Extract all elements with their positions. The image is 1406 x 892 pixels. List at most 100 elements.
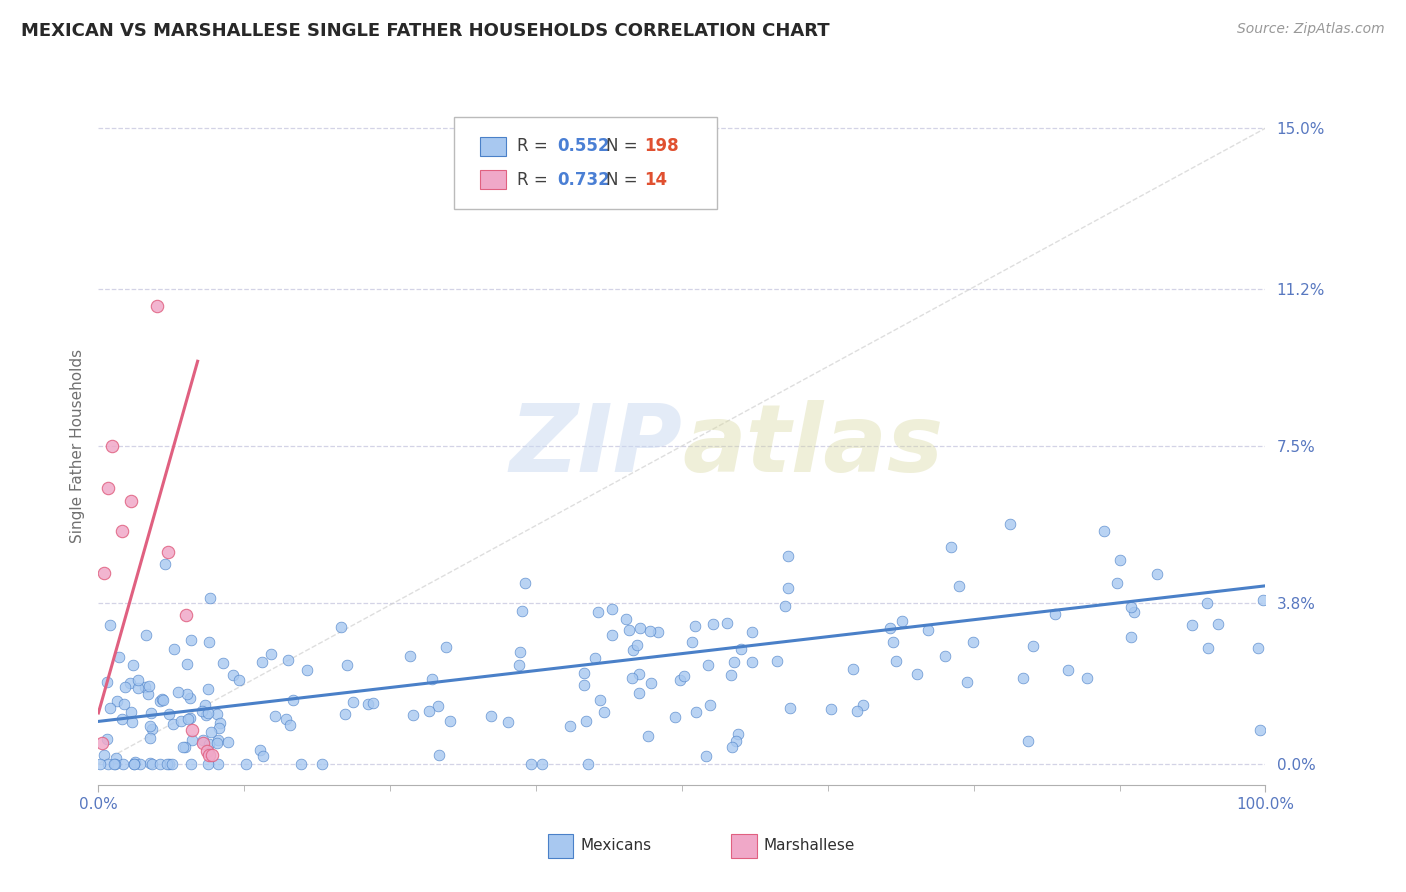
- Point: [89, 756, 111, 771]
- Point: [111, 712, 134, 726]
- Point: [120, 494, 142, 508]
- Text: 0.732: 0.732: [557, 170, 610, 188]
- FancyBboxPatch shape: [731, 834, 756, 858]
- Point: [197, 756, 219, 771]
- Point: [1146, 566, 1168, 581]
- Point: [434, 640, 457, 655]
- Point: [1000, 517, 1022, 532]
- Point: [702, 616, 724, 631]
- Point: [179, 711, 201, 725]
- Point: [1122, 605, 1144, 619]
- Point: [1197, 596, 1219, 610]
- Point: [361, 696, 384, 710]
- Point: [820, 702, 842, 716]
- Point: [235, 756, 257, 771]
- Text: N =: N =: [606, 170, 643, 188]
- Point: [600, 628, 623, 642]
- Point: [163, 642, 186, 657]
- Point: [107, 650, 129, 665]
- Point: [105, 694, 128, 708]
- Point: [934, 649, 956, 664]
- Text: R =: R =: [517, 137, 554, 155]
- Text: R =: R =: [517, 170, 554, 188]
- Point: [716, 615, 738, 630]
- Point: [572, 678, 595, 692]
- Point: [617, 623, 640, 637]
- Y-axis label: Single Father Households: Single Father Households: [69, 349, 84, 543]
- Point: [157, 706, 180, 721]
- Point: [882, 635, 904, 649]
- Point: [1076, 671, 1098, 685]
- Point: [141, 722, 163, 736]
- Point: [515, 576, 537, 591]
- Point: [509, 645, 531, 659]
- Point: [222, 668, 245, 682]
- Point: [572, 665, 595, 680]
- Point: [429, 748, 451, 763]
- FancyBboxPatch shape: [479, 136, 506, 156]
- Point: [93, 747, 115, 762]
- Point: [138, 679, 160, 693]
- Point: [664, 710, 686, 724]
- Point: [776, 549, 799, 563]
- Point: [174, 608, 197, 623]
- Point: [724, 733, 747, 747]
- Point: [177, 712, 200, 726]
- Point: [97, 756, 120, 771]
- Text: Mexicans: Mexicans: [581, 838, 651, 854]
- Point: [176, 687, 198, 701]
- Point: [205, 736, 228, 750]
- Point: [1107, 575, 1129, 590]
- Point: [152, 693, 174, 707]
- Point: [122, 756, 145, 771]
- Text: MEXICAN VS MARSHALLESE SINGLE FATHER HOUSEHOLDS CORRELATION CHART: MEXICAN VS MARSHALLESE SINGLE FATHER HOU…: [21, 22, 830, 40]
- Point: [333, 707, 356, 722]
- Point: [1017, 734, 1039, 748]
- Point: [962, 635, 984, 649]
- Point: [765, 654, 787, 668]
- Point: [114, 680, 136, 694]
- Point: [156, 756, 179, 771]
- Point: [195, 708, 218, 723]
- Point: [614, 612, 637, 626]
- Point: [190, 704, 212, 718]
- Text: Source: ZipAtlas.com: Source: ZipAtlas.com: [1237, 22, 1385, 37]
- Point: [176, 657, 198, 671]
- Point: [111, 524, 134, 538]
- Point: [198, 591, 221, 606]
- Point: [879, 621, 901, 635]
- Text: atlas: atlas: [682, 400, 943, 492]
- Point: [720, 667, 742, 681]
- Text: 198: 198: [644, 137, 679, 155]
- Point: [427, 698, 450, 713]
- Point: [342, 695, 364, 709]
- FancyBboxPatch shape: [548, 834, 574, 858]
- Point: [1247, 641, 1270, 656]
- Point: [135, 627, 157, 641]
- Point: [162, 717, 184, 731]
- Point: [198, 748, 221, 763]
- Point: [695, 749, 717, 764]
- Text: 14: 14: [644, 170, 668, 188]
- Point: [264, 709, 287, 723]
- Point: [146, 299, 169, 313]
- Text: N =: N =: [606, 137, 643, 155]
- Point: [139, 756, 162, 770]
- Point: [103, 756, 125, 771]
- Point: [124, 755, 146, 769]
- Point: [98, 700, 121, 714]
- Text: ZIP: ZIP: [509, 400, 682, 492]
- Point: [250, 656, 273, 670]
- Point: [195, 744, 218, 758]
- Point: [418, 704, 440, 718]
- Point: [637, 729, 659, 743]
- Point: [699, 698, 721, 712]
- Point: [508, 657, 530, 672]
- Point: [621, 671, 644, 685]
- Point: [153, 558, 176, 572]
- Point: [172, 739, 194, 754]
- Point: [96, 675, 118, 690]
- Point: [628, 621, 651, 635]
- Point: [1109, 553, 1132, 567]
- Point: [773, 599, 796, 614]
